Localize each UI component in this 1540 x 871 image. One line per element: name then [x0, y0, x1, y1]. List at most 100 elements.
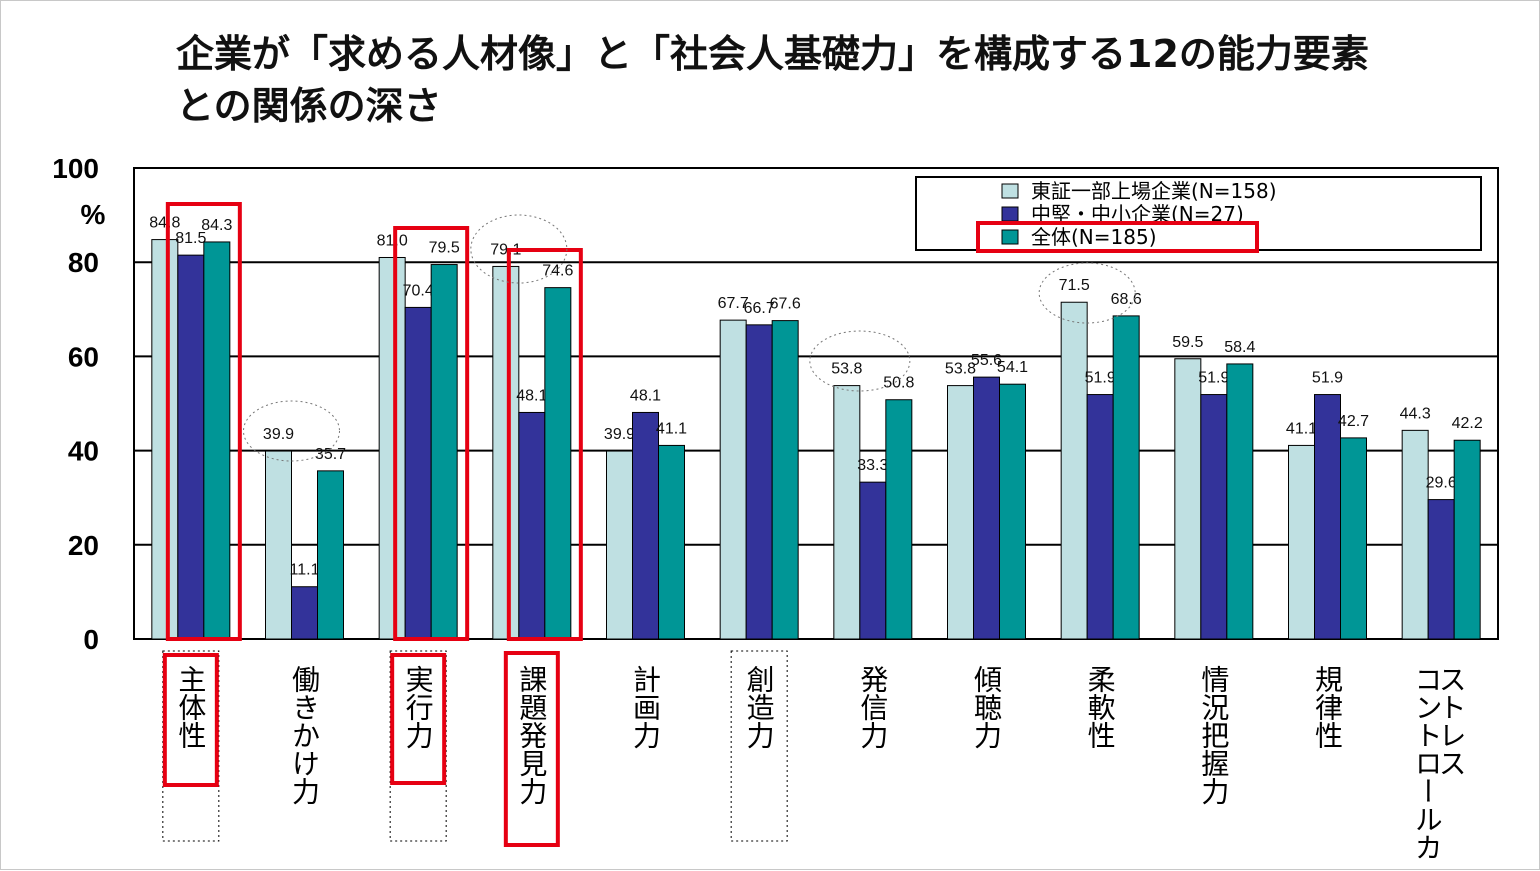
data-label-2-1: 81.5 — [175, 230, 206, 247]
y-tick-label: 40 — [68, 436, 99, 467]
legend-swatch-2 — [1001, 206, 1019, 222]
bar-2-9 — [1086, 394, 1114, 640]
data-label-1-9: 71.5 — [1059, 277, 1090, 294]
bar-1-6 — [719, 319, 747, 640]
data-label-1-7: 53.8 — [831, 361, 862, 378]
category-label-10: 情況把握力 — [1197, 665, 1230, 805]
highlight-box — [393, 226, 470, 641]
category-label-11: 規律性 — [1311, 665, 1344, 749]
highlight-box — [506, 248, 583, 641]
highlight-category-box — [162, 653, 219, 787]
legend-highlight-box — [976, 221, 1259, 253]
data-label-3-7: 50.8 — [883, 375, 914, 392]
data-label-1-3: 81.0 — [377, 232, 408, 249]
legend-swatch-3 — [1001, 229, 1019, 245]
data-label-2-8: 55.6 — [971, 352, 1002, 369]
data-label-2-3: 70.4 — [403, 282, 434, 299]
y-tick-label: 100 — [52, 153, 99, 184]
bar-3-8 — [999, 383, 1026, 640]
data-label-3-1: 84.3 — [201, 217, 232, 234]
data-label-2-6: 66.7 — [744, 300, 775, 317]
y-unit-label: % — [81, 199, 106, 230]
data-label-3-9: 68.6 — [1111, 291, 1142, 308]
bar-3-11 — [1340, 437, 1367, 640]
bar-2-5 — [632, 411, 659, 640]
data-label-1-12: 44.3 — [1400, 405, 1431, 422]
bar-3-12 — [1453, 439, 1481, 640]
bar-2-1 — [177, 254, 205, 640]
bar-1-2 — [265, 450, 292, 640]
highlight-category-box — [503, 651, 560, 847]
bar-2-11 — [1314, 394, 1341, 640]
data-label-2-7: 33.3 — [857, 457, 888, 474]
data-label-3-12: 42.2 — [1452, 415, 1483, 432]
data-label-3-3: 79.5 — [429, 240, 460, 257]
bar-2-7 — [859, 481, 887, 640]
bar-1-12 — [1401, 429, 1429, 640]
data-label-2-4: 48.1 — [516, 387, 547, 404]
category-label-2: 働きかけ力 — [288, 665, 321, 805]
dotted-ellipse — [1038, 262, 1136, 324]
data-label-2-5: 48.1 — [630, 387, 661, 404]
data-label-2-11: 51.9 — [1312, 370, 1343, 387]
data-label-3-10: 58.4 — [1224, 339, 1255, 356]
category-label-8: 傾聴力 — [970, 665, 1003, 749]
data-label-1-6: 67.7 — [718, 295, 749, 312]
bar-3-10 — [1226, 363, 1254, 640]
y-tick-label: 20 — [68, 530, 99, 561]
dotted-ellipse — [243, 400, 340, 462]
data-label-1-1: 84.8 — [149, 215, 180, 232]
category-label-5: 計画力 — [629, 665, 662, 749]
data-label-1-5: 39.9 — [604, 426, 635, 443]
data-label-1-11: 41.1 — [1286, 420, 1317, 437]
category-label-6: 創造力 — [743, 665, 776, 749]
dotted-category-box — [730, 650, 788, 842]
legend-label-1: 東証一部上場企業(N=158) — [1031, 179, 1277, 203]
bar-2-3 — [404, 306, 432, 640]
data-label-3-4: 74.6 — [542, 263, 573, 280]
bar-3-5 — [658, 444, 685, 640]
bar-2-8 — [973, 376, 1000, 640]
bar-1-3 — [378, 256, 406, 640]
category-label-12-1: ストレス — [1435, 665, 1468, 777]
bar-3-7 — [885, 399, 913, 640]
dotted-ellipse — [809, 330, 911, 392]
category-label-4: 課題発見力 — [515, 665, 548, 805]
y-tick-label: 0 — [83, 624, 99, 655]
bar-1-4 — [492, 265, 520, 640]
highlight-box — [165, 202, 242, 641]
bar-1-11 — [1288, 444, 1315, 640]
legend-label-3: 全体(N=185) — [1031, 225, 1157, 249]
bar-3-6 — [771, 320, 799, 640]
data-label-2-2: 11.1 — [290, 562, 320, 579]
data-label-3-11: 42.7 — [1338, 413, 1369, 430]
bar-2-10 — [1200, 394, 1228, 640]
data-label-2-9: 51.9 — [1085, 370, 1116, 387]
category-label-7: 発信力 — [856, 665, 889, 749]
category-label-12-2: コントロールカ — [1411, 665, 1444, 861]
bar-2-2 — [291, 586, 318, 640]
legend-swatch-1 — [1001, 183, 1019, 199]
data-label-1-10: 59.5 — [1172, 334, 1203, 351]
data-label-1-8: 53.8 — [945, 361, 976, 378]
bar-1-1 — [151, 239, 179, 640]
chart-title-line-2: との関係の深さ — [176, 84, 442, 128]
chart-title-line-1: 企業が「求める人材像」と「社会人基礎力」を構成する12の能力要素 — [176, 32, 1369, 76]
data-label-3-2: 35.7 — [315, 446, 346, 463]
category-label-3: 実行力 — [402, 665, 435, 749]
bar-3-3 — [430, 264, 458, 640]
data-label-1-2: 39.9 — [263, 426, 294, 443]
bar-3-2 — [317, 470, 344, 640]
plot-area — [133, 167, 1499, 640]
y-tick-label: 80 — [68, 247, 99, 278]
bar-3-1 — [203, 241, 231, 640]
data-label-1-4: 79.1 — [490, 241, 521, 258]
bar-3-4 — [544, 287, 572, 640]
bar-1-8 — [947, 385, 974, 640]
y-tick-label: 60 — [68, 341, 99, 372]
bar-3-9 — [1112, 315, 1140, 640]
data-label-3-8: 54.1 — [997, 359, 1028, 376]
highlight-category-box — [390, 653, 447, 785]
bar-2-4 — [518, 411, 546, 640]
